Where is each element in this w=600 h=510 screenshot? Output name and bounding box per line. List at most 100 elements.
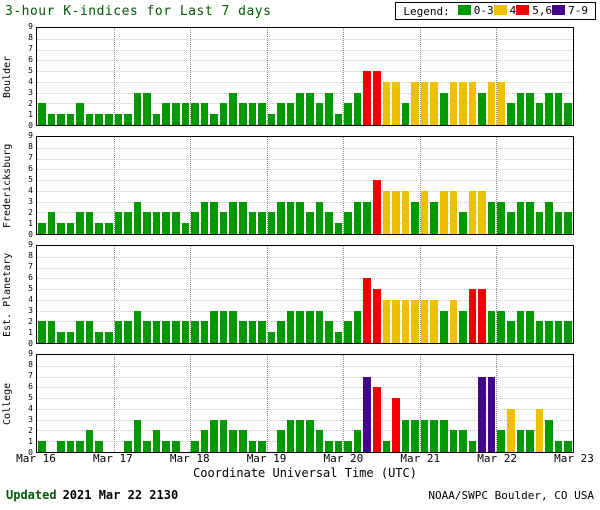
k-bar (344, 321, 352, 343)
k-bar (468, 81, 477, 125)
y-tick-label: 0 (28, 448, 33, 457)
k-bar (420, 299, 429, 343)
k-bar (38, 223, 46, 234)
k-bar (564, 212, 572, 234)
h-gridline (37, 49, 573, 51)
k-bar (258, 321, 266, 343)
h-gridline (37, 190, 573, 192)
k-bar (143, 212, 151, 234)
day-gridline (343, 137, 345, 234)
h-gridline (37, 38, 573, 40)
k-bar (152, 114, 161, 125)
k-bar (258, 103, 266, 125)
k-bar (401, 103, 410, 125)
y-tick-label: 5 (28, 66, 33, 75)
k-bar (133, 310, 142, 343)
k-bar (95, 114, 103, 125)
k-bar (191, 103, 199, 125)
k-bar (487, 376, 496, 452)
k-bar (66, 114, 75, 125)
y-tick-label: 6 (28, 381, 33, 391)
h-gridline (37, 321, 573, 323)
k-bar (516, 92, 525, 125)
k-bar (296, 419, 304, 452)
k-bar (267, 212, 276, 234)
k-bar (152, 212, 161, 234)
k-bar (449, 299, 458, 343)
k-bar (95, 223, 103, 234)
legend: Legend: 0-3 4 5,6 7-9 (395, 2, 596, 20)
h-gridline (37, 103, 573, 105)
k-bar (172, 321, 180, 343)
k-bar (459, 81, 467, 125)
k-bar (152, 430, 161, 452)
k-bar (296, 92, 304, 125)
panel-row: Est. Planetary 0 1 2 3 4 5 6 7 8 9 (0, 241, 600, 348)
k-bar (497, 430, 505, 452)
k-bar (554, 212, 563, 234)
day-gridline (113, 246, 115, 343)
k-bar (200, 201, 209, 234)
x-tick-label: Mar 21 (400, 452, 441, 465)
k-bar (325, 321, 333, 343)
k-bar (545, 321, 553, 343)
k-bar (545, 92, 553, 125)
k-bar (478, 289, 486, 343)
h-gridline (37, 430, 573, 432)
k-bar (296, 310, 304, 343)
k-bar (468, 441, 477, 452)
day-gridline (419, 28, 421, 125)
k-bar (382, 441, 391, 452)
station-label: Est. Planetary (0, 245, 16, 344)
k-bar (535, 103, 544, 125)
k-bar (277, 103, 285, 125)
k-bar (85, 430, 94, 452)
k-bar (334, 441, 343, 452)
k-bar (229, 310, 237, 343)
k-bar (353, 201, 362, 234)
k-bar (420, 190, 429, 234)
station-label-text: Fredericksburg (2, 143, 13, 228)
k-bar (286, 103, 295, 125)
k-bar (334, 223, 343, 234)
h-gridline (37, 169, 573, 171)
k-bar (449, 190, 458, 234)
legend-swatch (552, 5, 566, 16)
k-bar (114, 321, 123, 343)
k-bar (152, 321, 161, 343)
k-bar (363, 71, 371, 125)
k-bar (411, 81, 419, 125)
k-bar (267, 114, 276, 125)
k-bar (114, 114, 123, 125)
k-bar (239, 201, 247, 234)
x-tick-label: Mar 18 (169, 452, 210, 465)
panel-row: College 0 1 2 3 4 5 6 7 8 9 (0, 350, 600, 457)
k-bar (306, 92, 314, 125)
k-bar (47, 114, 56, 125)
k-bar (516, 310, 525, 343)
k-bar (191, 321, 199, 343)
k-bar (200, 430, 209, 452)
k-bar (353, 92, 362, 125)
k-bar (219, 419, 228, 452)
y-tick-label: 8 (28, 251, 33, 260)
k-bar (286, 310, 295, 343)
k-bar (430, 201, 438, 234)
legend-item-label: 5,6 (532, 3, 553, 17)
legend-item: 5,6 (516, 4, 552, 17)
k-bar (38, 321, 46, 343)
plot-area (36, 136, 574, 235)
y-tick-label: 1 (28, 328, 33, 337)
day-gridline (419, 246, 421, 343)
k-bar (200, 103, 209, 125)
k-bar (430, 299, 438, 343)
y-tick-label: 4 (28, 77, 33, 86)
k-bar (507, 212, 515, 234)
station-label-text: Boulder (2, 55, 13, 98)
y-tick-label: 5 (28, 393, 33, 402)
k-bar (430, 419, 438, 452)
y-tick-label: 8 (28, 33, 33, 42)
y-tick-label: 6 (28, 54, 33, 64)
k-bar (181, 223, 190, 234)
k-bar (210, 201, 218, 234)
